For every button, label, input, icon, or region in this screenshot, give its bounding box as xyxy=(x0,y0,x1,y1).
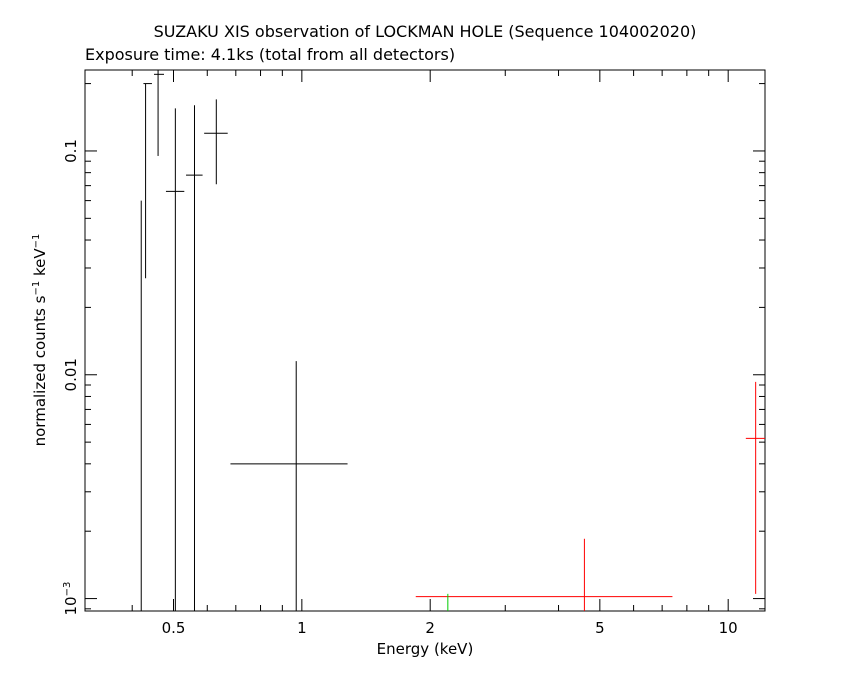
x-tick-label: 2 xyxy=(425,619,435,637)
axis-ticks xyxy=(85,70,765,611)
x-tick-label: 5 xyxy=(595,619,605,637)
data-point xyxy=(745,381,765,594)
y-axis-label: normalized counts s−1 keV−1 xyxy=(28,120,52,560)
y-tick-label: 0.01 xyxy=(62,358,80,391)
data-point xyxy=(154,70,165,156)
y-label-base: normalized counts s xyxy=(31,295,49,447)
data-points xyxy=(140,70,765,611)
x-tick-label: 1 xyxy=(297,619,307,637)
y-label-unit: keV xyxy=(31,248,49,281)
data-point xyxy=(143,83,152,279)
data-point xyxy=(230,361,348,611)
x-tick-label: 0.5 xyxy=(162,619,186,637)
y-label-exp-1: −1 xyxy=(31,280,42,296)
y-tick-label: 10−3 xyxy=(62,582,80,616)
axis-tick-labels: 0.5 1 2 5 10 0.1 0.01 10−3 xyxy=(62,139,738,637)
x-axis-label: Energy (keV) xyxy=(376,640,474,658)
plot-frame xyxy=(84,69,766,612)
data-point xyxy=(186,105,203,611)
y-label-exp-2: −1 xyxy=(31,233,42,249)
data-point xyxy=(204,99,228,185)
x-tick-label: 10 xyxy=(719,619,738,637)
data-point xyxy=(415,538,673,611)
chart-subtitle: Exposure time: 4.1ks (total from all det… xyxy=(85,45,456,64)
data-point xyxy=(165,108,185,611)
y-tick-label: 0.1 xyxy=(62,139,80,163)
chart-title: SUZAKU XIS observation of LOCKMAN HOLE (… xyxy=(153,22,697,41)
